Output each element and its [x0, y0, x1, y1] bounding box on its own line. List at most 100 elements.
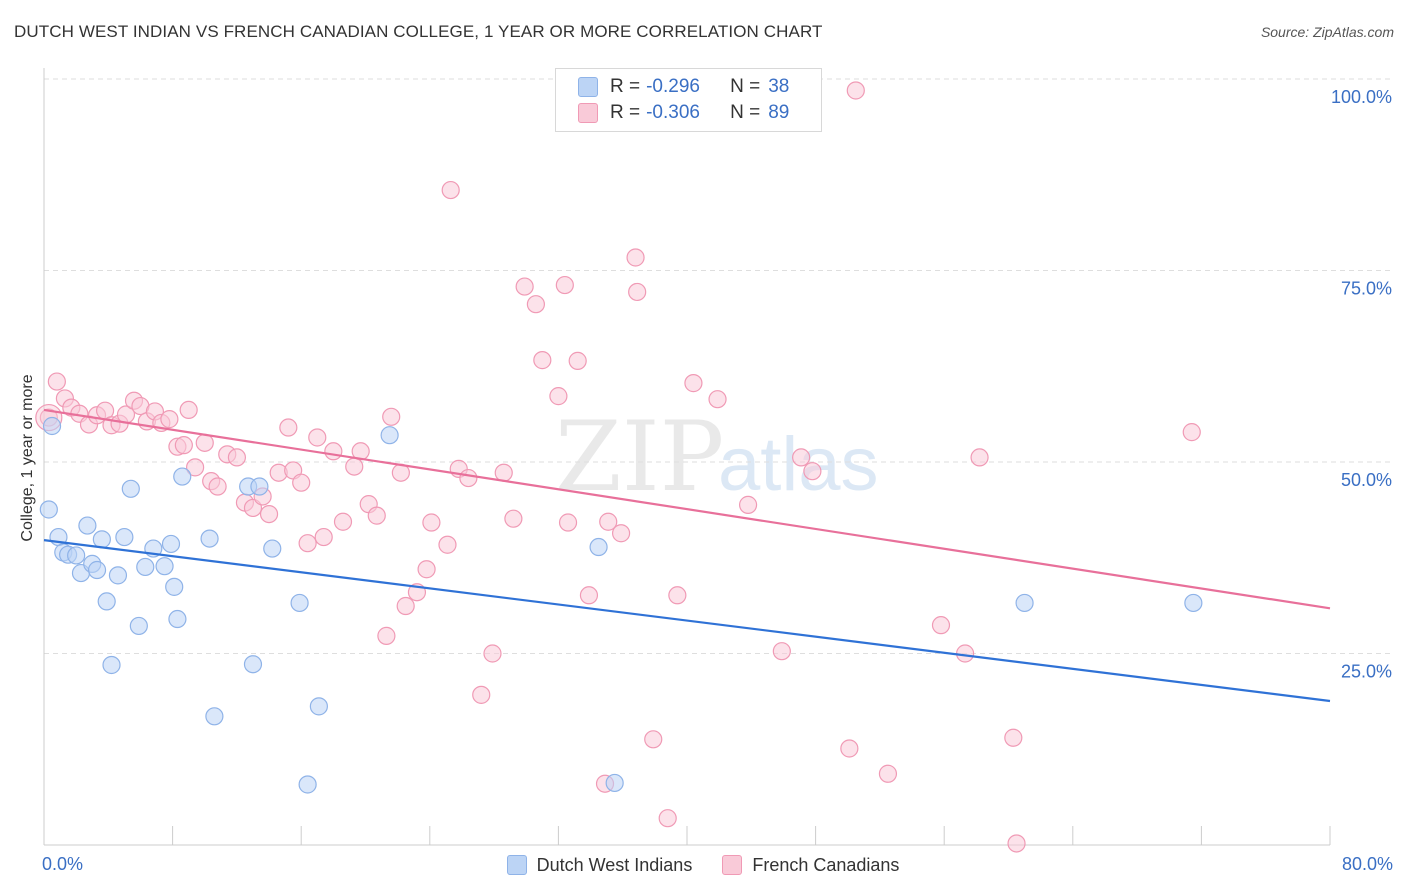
french-canadian-point [494, 463, 513, 482]
french-canadian-point [970, 448, 989, 467]
french-canadian-point [441, 180, 460, 200]
french-canadian-point [668, 586, 687, 605]
dutch-west-indian-point [380, 426, 399, 445]
n-value-dutch: 38 [768, 76, 790, 97]
french-canadian-point [47, 372, 66, 391]
french-canadian-point [377, 626, 396, 645]
french-canadian-point [555, 275, 574, 295]
french-canadian-point [382, 407, 401, 426]
french-canadian-point [367, 506, 386, 525]
french-canadian-point [345, 457, 364, 476]
x-tick-label-min: 0.0% [42, 854, 83, 874]
y-tick-label: 75.0% [1341, 279, 1392, 299]
dutch-west-indian-point [39, 500, 58, 519]
trend-line-dutch-west-indians [43, 539, 1331, 703]
french-canadian-point [179, 400, 198, 420]
blue-swatch [506, 855, 527, 875]
french-canadian-point [227, 448, 246, 467]
dutch-west-indian-point [298, 775, 317, 794]
french-canadian-point [483, 644, 502, 663]
french-canadian-point [186, 458, 205, 477]
french-canadian-point [1004, 728, 1023, 747]
legend-row-french-canadians: R = -0.306 N = 89 [578, 100, 789, 126]
source-label: Source: ZipAtlas.com [1260, 24, 1394, 40]
french-canadian-point [840, 739, 859, 758]
legend-row-dutch-west-indians: R = -0.296 N = 38 [578, 74, 789, 100]
french-canadian-point [314, 527, 333, 547]
french-canadian-point [708, 390, 727, 409]
french-canadian-point [308, 428, 327, 447]
r-value-french: -0.306 [646, 102, 700, 123]
french-canadian-point [792, 448, 811, 467]
dutch-west-indian-point [165, 577, 184, 596]
pink-swatch [578, 103, 598, 123]
dutch-west-indian-point [1015, 593, 1034, 613]
dutch-west-indian-point [309, 697, 328, 716]
legend-item-dutch-west-indians: Dutch West Indians [506, 854, 693, 876]
dutch-west-indian-point [200, 529, 219, 548]
dutch-west-indian-point [263, 539, 282, 558]
dutch-west-indian-point [78, 516, 97, 535]
french-canadian-point [195, 433, 214, 452]
dutch-west-indian-point [115, 527, 134, 547]
legend-label-dutch-west-indians: Dutch West Indians [536, 854, 693, 875]
french-canadian-point [422, 513, 441, 532]
french-canadian-point [438, 535, 457, 554]
french-canadian-point [504, 509, 523, 528]
dutch-west-indian-point [155, 557, 174, 576]
y-tick-labels: 25.0% 50.0% 75.0% 100.0% [1331, 87, 1392, 682]
dutch-west-indian-point [92, 530, 111, 549]
french-canadian-point [324, 442, 343, 461]
r-label: R = [610, 76, 641, 97]
french-canadian-point [1007, 834, 1026, 853]
dutch-west-indian-point [589, 537, 608, 557]
legend-item-french-canadians: French Canadians [722, 855, 899, 876]
dutch-west-indian-point [168, 609, 187, 629]
french-canadian-point [472, 685, 491, 704]
dutch-west-indian-point [173, 467, 192, 486]
french-canadian-point [684, 374, 703, 393]
dutch-west-indian-point [605, 773, 624, 793]
axes [43, 68, 1331, 846]
r-label: R = [610, 102, 641, 123]
x-tick-label-max: 80.0% [1342, 854, 1393, 874]
french-canadian-point [579, 586, 599, 605]
correlation-legend: R = -0.296 N = 38 R = -0.306 N = 89 [555, 68, 822, 132]
dutch-west-indian-point [290, 593, 309, 613]
dutch-west-indian-point [121, 479, 140, 498]
french-canadian-point [396, 596, 415, 616]
french-canadian-point [628, 282, 647, 302]
french-canadian-point [599, 512, 618, 531]
dutch-west-indian-point [87, 560, 107, 580]
french-canadian-point [549, 387, 568, 406]
dutch-west-indian-point [136, 557, 155, 577]
dutch-west-indian-point [42, 416, 62, 436]
french-canadian-point [292, 473, 311, 492]
french-canadian-point [515, 277, 534, 296]
dutch-west-indian-point [108, 566, 128, 585]
n-label: N = [730, 76, 761, 97]
french-canadian-point [526, 295, 545, 314]
pink-swatch [722, 855, 743, 875]
french-canadian-point [160, 410, 179, 429]
dutch-west-indian-point [102, 655, 121, 675]
y-tick-label: 100.0% [1331, 87, 1392, 107]
gridlines [44, 78, 1392, 654]
french-canadian-point [658, 809, 677, 828]
french-canadian-point [459, 468, 478, 488]
french-canadian-point [298, 534, 317, 553]
r-value-dutch: -0.296 [646, 76, 700, 97]
dutch-west-indian-point [250, 477, 269, 496]
french-canadian-point [333, 512, 353, 531]
dutch-west-indian-point [243, 655, 263, 674]
dutch-west-indian-point [97, 592, 116, 611]
french-canadian-point [208, 477, 227, 496]
x-tick-labels: 0.0% 80.0% [42, 854, 1393, 874]
french-canadian-point [803, 462, 822, 481]
dutch-west-indian-point [161, 534, 181, 554]
french-canadian-point [259, 504, 279, 524]
dutch-west-indian-point [129, 616, 148, 636]
french-canadian-point [174, 436, 193, 455]
french-canadian-point [533, 351, 552, 370]
